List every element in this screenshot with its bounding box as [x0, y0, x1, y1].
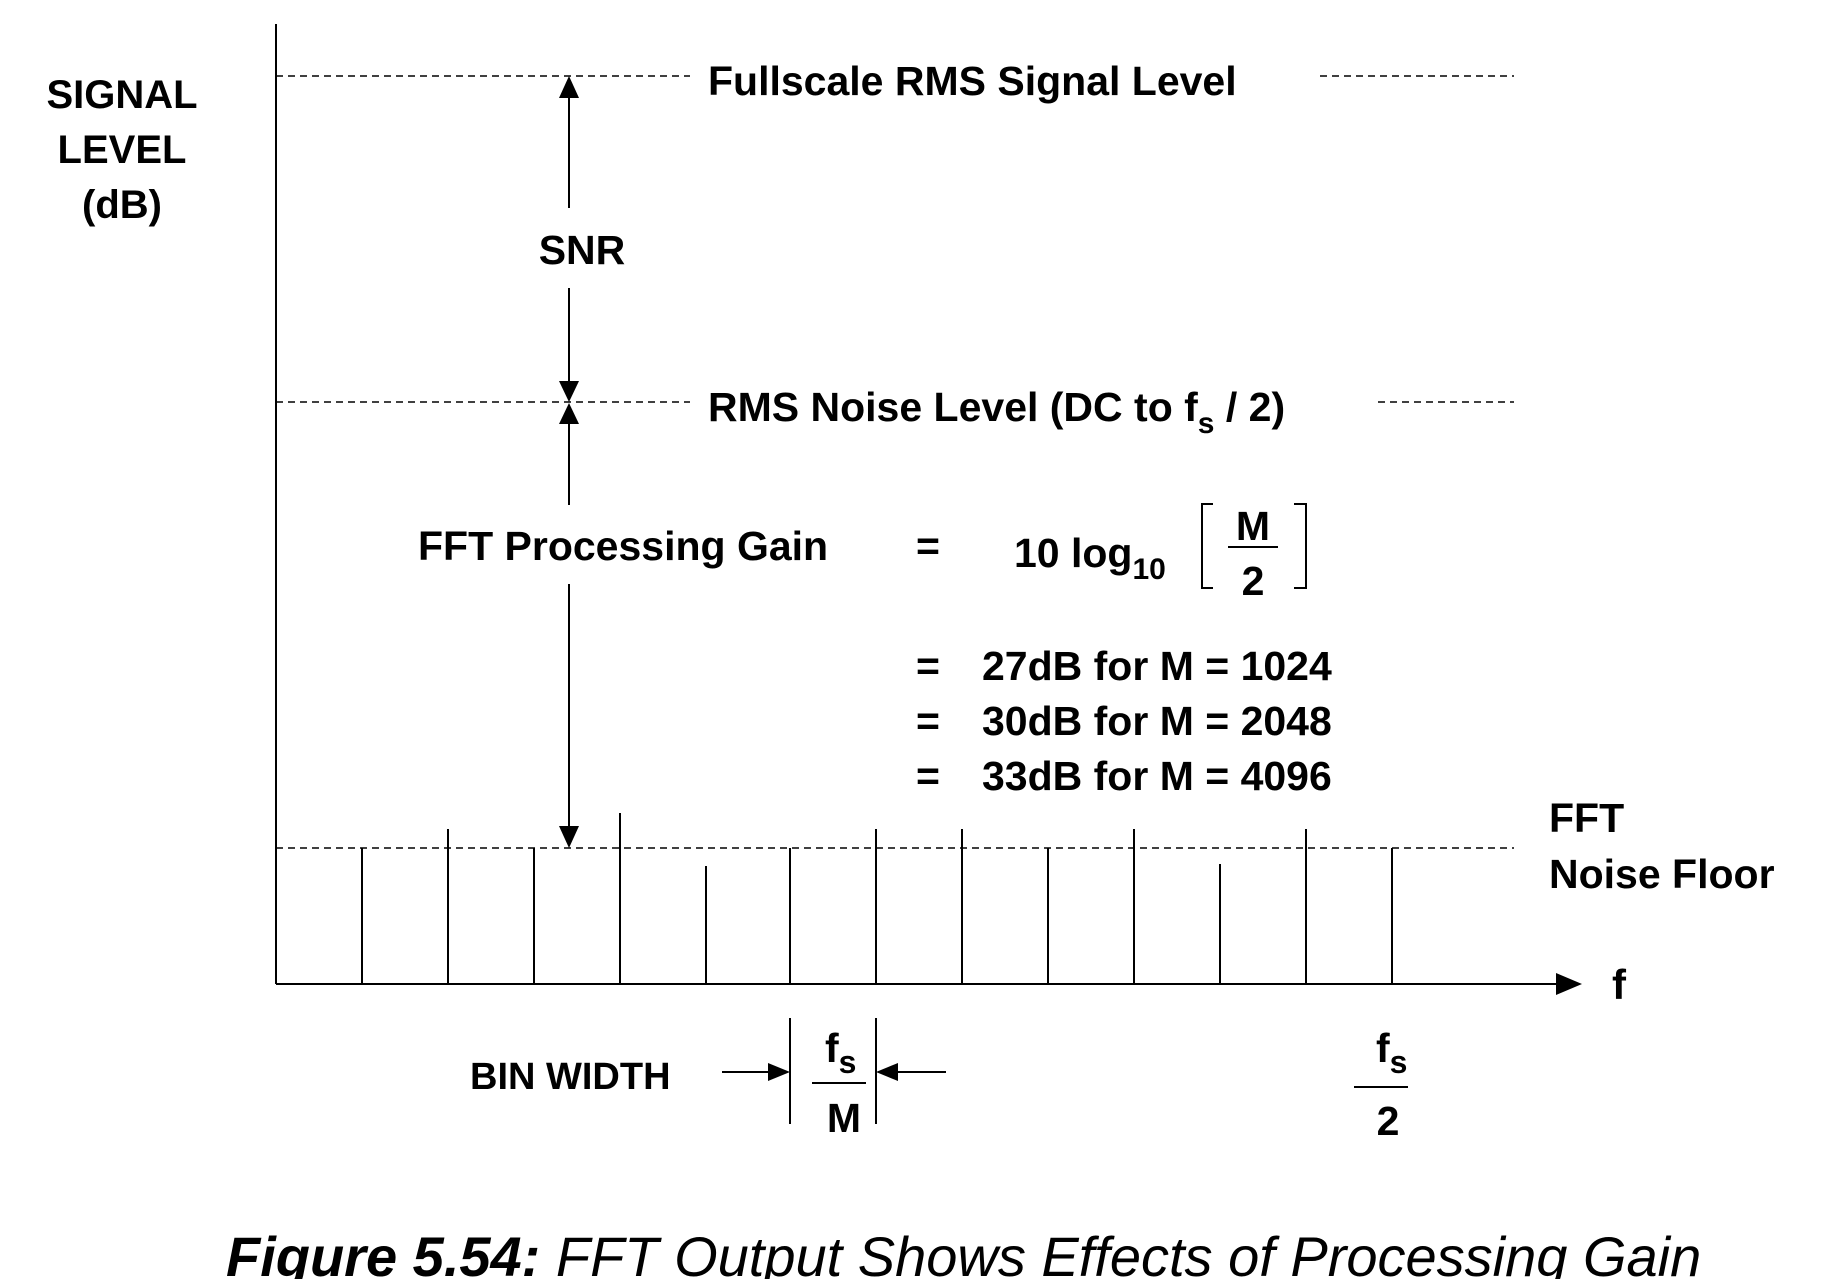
- nyquist-num-f: f: [1376, 1025, 1390, 1071]
- gain-formula-subscript: 10: [1132, 553, 1165, 586]
- bin-width-label: BIN WIDTH: [470, 1056, 671, 1098]
- noise-level-suffix: / 2): [1214, 384, 1285, 430]
- gain-fraction-numerator: M: [1236, 503, 1270, 549]
- gain-label: FFT Processing Gain: [418, 523, 828, 569]
- figure-caption-text: FFT Output Shows Effects of Processing G…: [540, 1225, 1701, 1279]
- gain-result-equals-1: =: [916, 643, 940, 689]
- nyquist-denominator: 2: [1377, 1098, 1400, 1144]
- bin-width-arrow-right-head: [876, 1063, 898, 1081]
- gain-arrow-head-down: [559, 826, 579, 848]
- snr-arrow-head-up: [559, 76, 579, 98]
- gain-equals: =: [916, 523, 940, 569]
- noise-floor-label-line2: Noise Floor: [1549, 851, 1775, 897]
- gain-bracket-left: [1201, 503, 1213, 589]
- bin-width-num-sub: s: [839, 1044, 857, 1080]
- gain-fraction-denominator: 2: [1242, 558, 1265, 604]
- fft-bins: [361, 813, 1393, 984]
- bin-width-numerator: fs: [825, 1025, 856, 1080]
- gain-result-equals-2: =: [916, 698, 940, 744]
- gain-formula: 10 log10: [1014, 530, 1166, 586]
- y-axis-label-line1: SIGNAL: [46, 73, 197, 117]
- noise-level-prefix: RMS Noise Level (DC to f: [708, 384, 1198, 430]
- fullscale-level-label: Fullscale RMS Signal Level: [708, 58, 1237, 104]
- gain-result-1: 27dB for M = 1024: [982, 643, 1332, 689]
- gain-result-equals-3: =: [916, 753, 940, 799]
- snr-arrow-head-down: [559, 381, 579, 402]
- y-axis-label-line2: LEVEL: [58, 128, 187, 172]
- bin-width-denominator: M: [827, 1095, 861, 1141]
- y-axis-label-line3: (dB): [82, 183, 162, 227]
- bin-width-arrow-left-head: [768, 1063, 790, 1081]
- nyquist-num-sub: s: [1390, 1044, 1408, 1080]
- noise-floor-label-line1: FFT: [1549, 795, 1624, 841]
- gain-result-2: 30dB for M = 2048: [982, 698, 1332, 744]
- gain-formula-prefix: 10 log: [1014, 530, 1132, 576]
- bin-width-num-f: f: [825, 1025, 839, 1071]
- figure-caption-number: Figure 5.54:: [226, 1225, 540, 1279]
- snr-label: SNR: [539, 227, 626, 273]
- noise-level-subscript: s: [1198, 407, 1215, 440]
- gain-result-3: 33dB for M = 4096: [982, 753, 1332, 799]
- figure-caption: Figure 5.54: FFT Output Shows Effects of…: [226, 1225, 1701, 1279]
- gain-bracket-right: [1294, 503, 1307, 589]
- gain-arrow-head-up: [559, 403, 579, 424]
- nyquist-numerator: fs: [1376, 1025, 1407, 1080]
- x-axis-arrow: [1556, 973, 1582, 995]
- x-axis-label: f: [1612, 961, 1627, 1008]
- noise-level-label: RMS Noise Level (DC to fs / 2): [708, 384, 1285, 440]
